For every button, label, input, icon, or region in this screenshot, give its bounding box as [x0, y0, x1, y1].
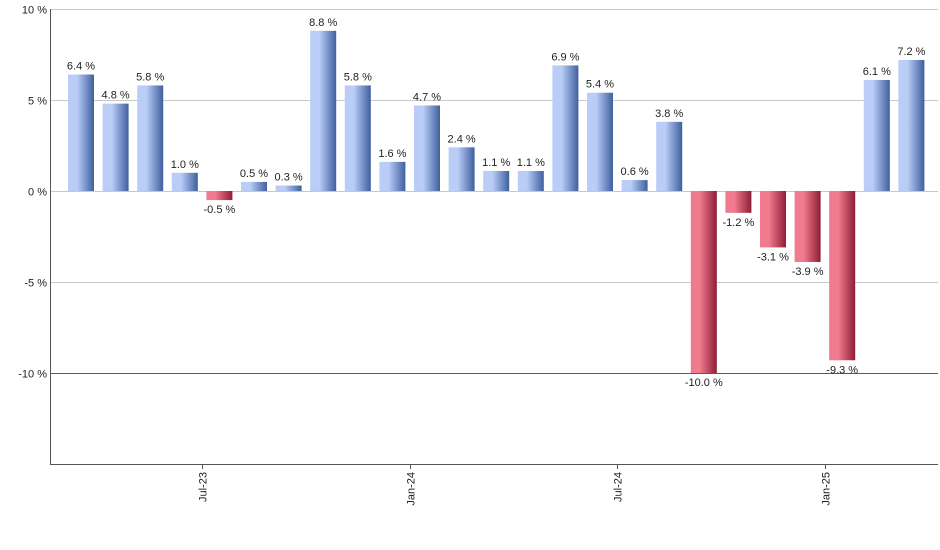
data-label: -1.2 %	[723, 217, 755, 229]
bar	[587, 92, 613, 191]
data-label: -10.0 %	[685, 377, 723, 389]
bar	[206, 191, 233, 201]
data-label: 5.8 %	[344, 71, 372, 83]
x-tick-label: Jul-24	[613, 472, 625, 502]
x-tick-label: Jan-25	[821, 472, 833, 506]
y-tick-label: -10 %	[18, 369, 47, 381]
bar	[552, 65, 579, 191]
data-label: 3.8 %	[655, 108, 683, 120]
data-label: 0.5 %	[240, 168, 268, 180]
data-label: 5.8 %	[136, 71, 164, 83]
bar	[241, 181, 267, 191]
data-label: 0.3 %	[275, 172, 303, 184]
y-tick-label: 5 %	[28, 96, 47, 108]
data-label: -3.1 %	[757, 251, 789, 263]
x-tick-label: Jul-23	[198, 472, 210, 502]
data-label: 8.8 %	[309, 17, 337, 29]
data-label: 4.8 %	[102, 90, 130, 102]
x-tick-label: Jan-24	[406, 472, 418, 506]
bar	[68, 74, 94, 191]
bar	[863, 79, 890, 191]
data-label: 1.1 %	[517, 157, 545, 169]
bar	[310, 30, 337, 192]
data-label: 0.6 %	[621, 166, 649, 178]
bar	[344, 85, 371, 191]
grid-lines	[50, 9, 938, 374]
data-label: 1.6 %	[378, 148, 406, 160]
x-axis-tick-labels: Jul-23 Jan-24 Jul-24 Jan-25	[198, 464, 833, 506]
bar	[760, 191, 786, 248]
data-label: 4.7 %	[413, 91, 441, 103]
bar	[656, 121, 683, 191]
bar	[379, 161, 406, 191]
data-label: -9.3 %	[826, 364, 858, 376]
bar	[448, 147, 475, 191]
y-tick-label: 0 %	[28, 187, 47, 199]
data-label: 5.4 %	[586, 79, 614, 91]
bar	[414, 105, 440, 191]
data-label: 6.4 %	[67, 61, 95, 73]
data-label: 7.2 %	[897, 46, 925, 58]
bar	[725, 191, 752, 213]
axes	[50, 9, 938, 465]
data-label: -0.5 %	[204, 204, 236, 216]
bar	[102, 103, 129, 191]
data-label: -3.9 %	[792, 266, 824, 278]
data-label: 6.1 %	[863, 66, 891, 78]
bar	[621, 180, 648, 191]
bar	[517, 170, 544, 191]
data-label: 1.0 %	[171, 159, 199, 171]
bar	[794, 191, 821, 262]
bar	[898, 59, 925, 192]
y-axis-tick-labels: 10 % 5 % 0 % -5 % -10 %	[18, 5, 47, 381]
y-tick-label: -5 %	[24, 278, 47, 290]
bar	[275, 185, 302, 191]
data-label: 2.4 %	[448, 133, 476, 145]
data-labels: 6.4 % 4.8 % 5.8 % 1.0 % -0.5 % 0.5 % 0.3 % 8.8 …	[67, 17, 926, 389]
bar	[137, 85, 164, 191]
y-tick-label: 10 %	[22, 5, 47, 17]
bars	[68, 30, 925, 373]
data-label: 6.9 %	[551, 51, 579, 63]
bar	[829, 191, 856, 361]
bar	[171, 172, 198, 191]
data-label: 1.1 %	[482, 157, 510, 169]
bar	[483, 170, 510, 191]
bar	[690, 191, 717, 373]
